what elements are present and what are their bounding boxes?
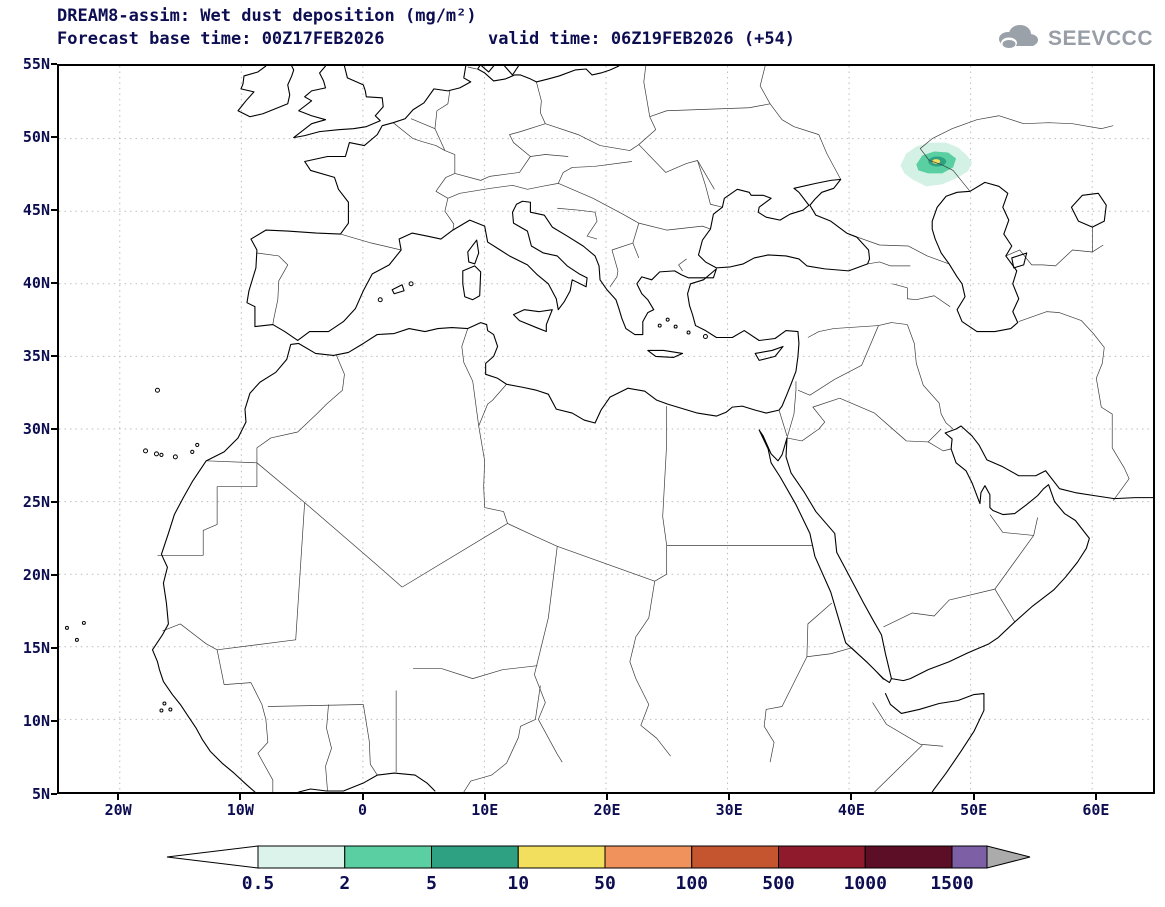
y-tick-mark [51, 355, 57, 357]
colorbar-right-arrow [986, 845, 1031, 869]
island-crete [647, 349, 684, 358]
y-tick-mark [51, 428, 57, 430]
y-tick-mark [51, 209, 57, 211]
island-cyprus [754, 345, 784, 361]
graticule [59, 66, 1153, 792]
x-tick-mark [605, 794, 608, 800]
page-title: DREAM8-assim: Wet dust deposition (mg/m²… [57, 6, 477, 26]
coast-arabia-persian-gulf [890, 425, 1153, 682]
colorbar-segment [951, 845, 988, 869]
colorbar-tick-label: 2 [339, 873, 351, 894]
y-tick-label: 15N [22, 639, 50, 657]
x-tick-label: 60E [1082, 801, 1110, 819]
island-corsica [467, 239, 480, 265]
forecast-base-time: Forecast base time: 00Z17FEB2026 [57, 29, 385, 49]
coast-danish-isles [481, 66, 520, 76]
x-tick-label: 50E [960, 801, 988, 819]
dust-deposition-plume [900, 142, 972, 187]
x-tick-label: 30E [715, 801, 743, 819]
coast-aral-sea [1070, 192, 1107, 228]
y-tick-label: 10N [22, 712, 50, 730]
colorbar [166, 845, 1031, 869]
island-mallorca [391, 284, 405, 295]
island-sardinia [462, 265, 482, 301]
colorbar-tick-label: 5 [426, 873, 437, 894]
coastlines [64, 66, 1153, 792]
coast-europe-africa [151, 66, 800, 792]
colorbar-segment [517, 845, 606, 869]
x-tick-mark [483, 794, 486, 800]
coast-kara-bogaz [1011, 252, 1028, 269]
colorbar-tick-label: 50 [594, 873, 616, 894]
cloud-icon [993, 22, 1041, 56]
y-tick-mark [51, 63, 57, 65]
valid-time: valid time: 06Z19FEB2026 (+54) [488, 29, 796, 49]
y-tick-mark [51, 501, 57, 503]
colorbar-segment [691, 845, 779, 869]
country-borders [157, 66, 1130, 792]
x-tick-label: 20W [104, 801, 132, 819]
seevccc-logo: SEEVCCC [993, 22, 1153, 56]
x-tick-mark [972, 794, 975, 800]
y-tick-label: 25N [22, 493, 50, 511]
coast-gulf-of-guinea [298, 772, 436, 792]
y-tick-label: 55N [22, 55, 50, 73]
y-tick-mark [51, 647, 57, 649]
island-sicily [512, 309, 553, 333]
y-tick-mark [51, 720, 57, 722]
colorbar-tick-label: 1500 [930, 873, 974, 894]
logo-text: SEEVCCC [1047, 27, 1153, 50]
y-tick-mark [51, 574, 57, 576]
coast-black-sea [697, 178, 871, 272]
x-tick-label: 0 [358, 801, 368, 819]
y-tick-label: 35N [22, 347, 50, 365]
coast-great-britain [293, 66, 384, 139]
coast-baltic [477, 66, 620, 83]
x-tick-mark [117, 794, 120, 800]
y-tick-label: 30N [22, 420, 50, 438]
colorbar-segment [431, 845, 519, 869]
coast-somalia [884, 692, 985, 792]
colorbar-left-arrow [166, 845, 259, 869]
colorbar-tick-label: 1000 [843, 873, 887, 894]
colorbar-tick-label: 10 [507, 873, 530, 894]
x-tick-mark [239, 794, 242, 800]
colorbar-tick-label: 500 [762, 873, 795, 894]
colorbar-segment [778, 845, 866, 869]
coast-red-sea [758, 429, 892, 684]
y-tick-mark [51, 136, 57, 138]
x-tick-label: 10E [471, 801, 499, 819]
colorbar-segment [604, 845, 693, 869]
colorbar-tick-label: 100 [675, 873, 708, 894]
x-tick-mark [728, 794, 731, 800]
coast-ireland [237, 66, 295, 118]
coast-caspian-sea [931, 181, 1020, 333]
y-tick-label: 50N [22, 128, 50, 146]
x-tick-label: 10W [226, 801, 254, 819]
y-tick-label: 5N [31, 785, 50, 803]
x-tick-mark [1094, 794, 1097, 800]
y-tick-mark [51, 793, 57, 795]
map-panel [57, 64, 1155, 794]
map-canvas [59, 66, 1153, 792]
y-tick-label: 20N [22, 566, 50, 584]
colorbar-tick-label: 0.5 [241, 873, 275, 894]
x-tick-mark [361, 794, 364, 800]
plume-level-4 [932, 159, 941, 164]
x-tick-mark [850, 794, 853, 800]
x-tick-label: 40E [837, 801, 865, 819]
y-tick-mark [51, 282, 57, 284]
x-tick-label: 20E [593, 801, 621, 819]
colorbar-segment [864, 845, 953, 869]
colorbar-segment [344, 845, 432, 869]
y-tick-label: 40N [22, 274, 50, 292]
colorbar-segment [257, 845, 346, 869]
y-tick-label: 45N [22, 201, 50, 219]
